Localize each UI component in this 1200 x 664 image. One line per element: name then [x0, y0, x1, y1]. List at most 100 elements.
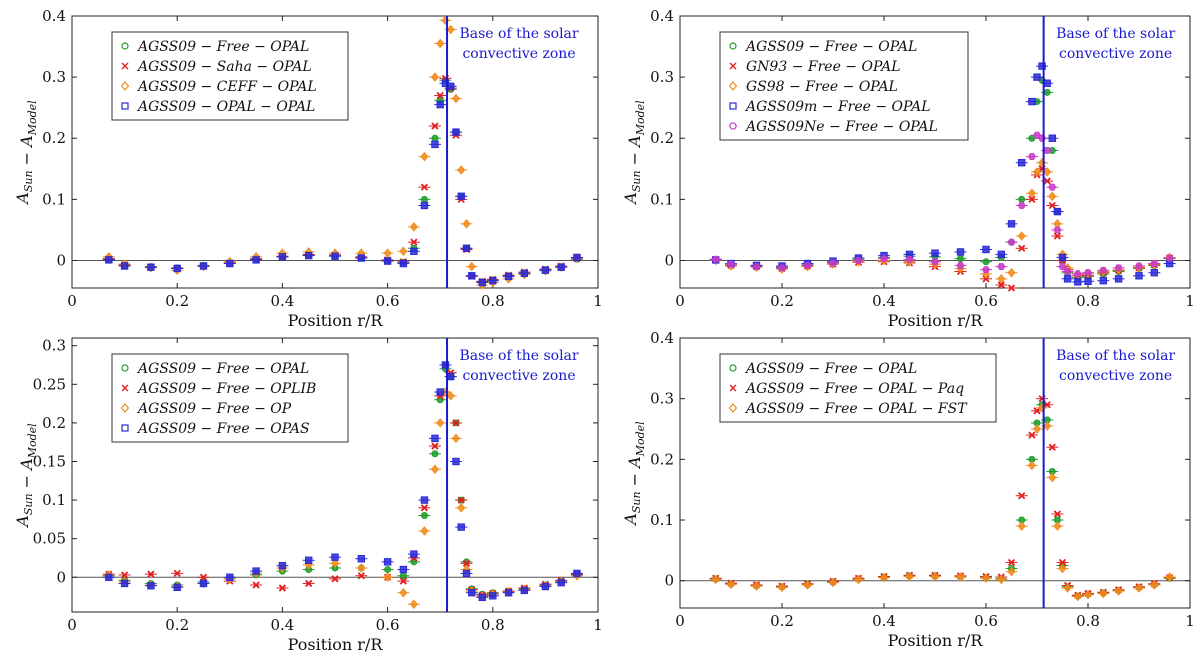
- data-point: [1053, 232, 1062, 240]
- data-point: [383, 558, 392, 566]
- y-tick-label: 0: [664, 572, 674, 590]
- x-tick-label: 0.6: [974, 612, 998, 630]
- data-point: [982, 275, 990, 283]
- data-point: [778, 264, 786, 272]
- legend-marker: [121, 384, 129, 392]
- data-point: [399, 577, 408, 585]
- data-point: [420, 526, 429, 536]
- y-axis-subscript: Model: [26, 423, 39, 459]
- data-point: [1028, 195, 1036, 204]
- annotation-line: convective zone: [462, 368, 575, 384]
- legend-box: [719, 31, 969, 141]
- data-point: [120, 571, 129, 579]
- data-point: [981, 573, 991, 584]
- legend-entry: AGSS09Ne − Free − OPAL: [744, 119, 938, 135]
- data-point: [120, 579, 129, 588]
- data-point: [982, 245, 990, 254]
- data-point: [1017, 231, 1026, 241]
- legend-entry: AGSS09 − Free − OPAL − FST: [744, 401, 968, 417]
- data-point: [252, 567, 260, 575]
- legend-marker: [728, 403, 738, 413]
- y-axis-subscript: Sun: [630, 170, 643, 192]
- legend-marker: [729, 102, 737, 110]
- data-point: [420, 504, 429, 512]
- legend-marker: [729, 364, 737, 372]
- series-3: [102, 361, 583, 602]
- data-point: [1043, 167, 1052, 177]
- data-point: [957, 255, 964, 263]
- data-point: [1048, 134, 1056, 142]
- legend-marker: [121, 364, 129, 372]
- data-point: [410, 550, 418, 558]
- data-point: [504, 272, 513, 281]
- legend-entry: AGSS09m − Free − OPAL: [744, 99, 931, 115]
- data-point: [331, 575, 339, 583]
- data-point: [399, 587, 408, 598]
- legend-entry: AGSS09 − CEFF − OPAL: [136, 79, 317, 95]
- data-point: [357, 572, 365, 580]
- data-point: [1099, 266, 1108, 274]
- data-point: [1150, 260, 1159, 267]
- x-tick-label: 1: [593, 292, 603, 310]
- data-point: [777, 582, 787, 593]
- data-point: [880, 255, 888, 263]
- legend-marker: [121, 102, 129, 110]
- data-point: [457, 503, 466, 513]
- data-point: [905, 255, 914, 263]
- data-point: [199, 573, 208, 581]
- x-tick-label: 0.2: [770, 612, 794, 630]
- x-tick-label: 0.2: [165, 616, 189, 634]
- data-point: [431, 140, 439, 149]
- data-point: [573, 253, 581, 262]
- data-point: [727, 260, 735, 268]
- data-point: [452, 419, 460, 427]
- data-point: [478, 593, 486, 602]
- y-tick-label: 0.3: [650, 390, 674, 408]
- data-point: [447, 82, 455, 90]
- data-point: [803, 261, 812, 269]
- y-axis-subscript: Sun: [630, 491, 643, 513]
- data-point: [147, 570, 155, 578]
- data-point: [997, 281, 1005, 289]
- y-axis-text: − A: [17, 135, 36, 170]
- data-point: [462, 244, 471, 252]
- y-tick-label: 0.2: [42, 129, 66, 147]
- y-tick-label: 0: [56, 251, 66, 269]
- x-tick-label: 0.6: [376, 616, 400, 634]
- data-point: [1063, 268, 1072, 275]
- y-tick-label: 0.4: [650, 329, 674, 347]
- data-point: [931, 249, 939, 257]
- y-tick-label: 0.1: [650, 511, 674, 529]
- data-point: [430, 72, 439, 82]
- data-point: [1165, 572, 1174, 582]
- data-point: [1027, 188, 1036, 199]
- data-point: [1017, 202, 1026, 209]
- chart-panel-bottom-left: 0 0.2 0.4 0.6 0.8 1 0 0.05 0.1 0.15 0.2 0.25 0.3 Posi…: [13, 337, 603, 654]
- data-point: [1058, 263, 1067, 271]
- legend-marker: [729, 62, 737, 70]
- data-point: [1053, 521, 1062, 531]
- data-point: [1165, 254, 1174, 262]
- legend: AGSS09 − Free − OPAL GN93 − Free − OPAL GS…: [719, 31, 969, 141]
- legend: AGSS09 − Free − OPAL AGSS09 − Free − OPAL…: [719, 353, 997, 423]
- data-point: [1084, 277, 1092, 285]
- data-point: [982, 258, 990, 266]
- y-axis-text: A: [13, 192, 32, 206]
- annotation-line: Base of the solar: [459, 348, 578, 364]
- data-point: [931, 258, 939, 266]
- data-point: [1058, 253, 1067, 262]
- annotation-line: convective zone: [1059, 368, 1172, 384]
- data-point: [1048, 443, 1056, 451]
- y-axis-subscript: Sun: [22, 170, 35, 192]
- data-point: [173, 264, 181, 273]
- data-point: [1073, 591, 1082, 602]
- data-point: [457, 192, 465, 201]
- data-point: [120, 262, 129, 270]
- legend-box: [111, 353, 349, 443]
- data-point: [1063, 583, 1072, 593]
- data-point: [1033, 73, 1041, 81]
- x-tick-label: 0.8: [1076, 292, 1100, 310]
- x-axis-title: Position r/R: [288, 635, 384, 654]
- legend-entry: AGSS09 − Free − OPAS: [136, 421, 310, 437]
